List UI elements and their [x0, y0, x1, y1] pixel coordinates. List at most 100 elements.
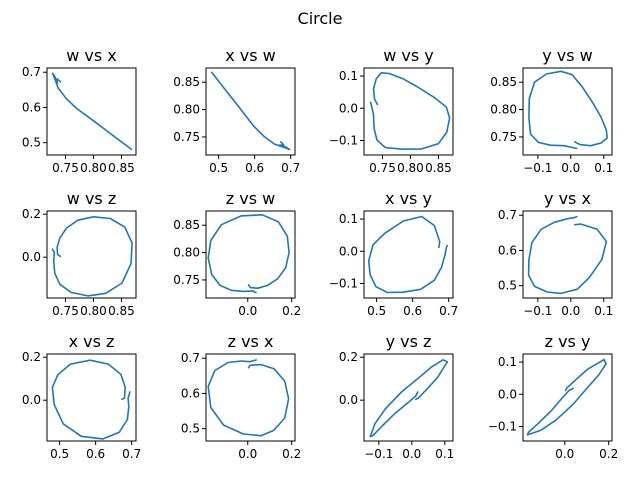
subplot-title: x vs w	[225, 46, 276, 65]
subplot-w-vs-z: w vs z 0.75 0.80 0.85 0.2 0.0	[22, 189, 137, 318]
x-tick-label: 0.0	[561, 161, 580, 175]
series-line	[51, 72, 133, 151]
y-tick-label: 0.85	[173, 75, 200, 89]
x-tick-label: 0.1	[435, 447, 454, 461]
series-line	[51, 359, 131, 440]
y-tick-label: 0.0	[339, 393, 358, 407]
axes-frame	[522, 353, 613, 442]
y-tick-label: −0.1	[329, 134, 358, 148]
subplot-title: z vs w	[226, 189, 275, 208]
subplot-title: w vs z	[67, 189, 116, 208]
x-tick-label: 0.85	[108, 304, 135, 318]
y-tick-label: 0.75	[490, 130, 517, 144]
axes-frame	[522, 210, 613, 299]
y-tick-label: 0.80	[490, 103, 517, 117]
series-line	[367, 215, 448, 294]
x-tick-label: 0.0	[402, 447, 421, 461]
x-tick-label: 0.85	[108, 161, 135, 175]
x-tick-label: 0.85	[425, 161, 452, 175]
series-line	[527, 215, 608, 295]
y-tick-label: 0.7	[181, 351, 200, 365]
subplot-x-vs-y: x vs y 0.5 0.6 0.7 0.1 0.0 −0.1	[329, 189, 458, 318]
subplot-grid: w vs x0.75 0.80 0.850.50.60.7x vs w0.5 0.6 0…	[22, 46, 618, 461]
y-tick-label: 0.0	[339, 101, 358, 115]
y-tick-label: 0.6	[22, 100, 41, 114]
y-tick-label: 0.0	[22, 250, 41, 264]
x-tick-label: 0.5	[209, 161, 228, 175]
subplot-title: y vs w	[542, 46, 593, 65]
axes-frame	[363, 353, 454, 442]
y-tick-label: 0.80	[173, 246, 200, 260]
subplot-z-vs-y: z vs y 0.0 0.2 0.1 0.0 −0.1	[488, 332, 618, 461]
subplot-title: x vs z	[69, 332, 115, 351]
subplot-w-vs-x: w vs x 0.75 0.80 0.85 0.5 0.6 0.7	[22, 46, 137, 175]
y-tick-label: 0.0	[22, 393, 41, 407]
axes-frame	[46, 67, 137, 156]
axes-frame	[522, 67, 613, 156]
y-tick-label: 0.6	[181, 386, 200, 400]
x-tick-label: 0.80	[80, 161, 107, 175]
y-tick-label: 0.2	[22, 207, 41, 221]
y-tick-label: −0.1	[488, 420, 517, 434]
y-tick-label: 0.80	[173, 103, 200, 117]
subplot-y-vs-w: y vs w −0.1 0.0 0.1 0.75 0.80 0.85	[490, 46, 613, 175]
x-tick-label: 0.2	[282, 447, 301, 461]
subplot-w-vs-y: w vs y 0.75 0.80 0.85 0.1 0.0 −0.1	[329, 46, 454, 175]
x-tick-label: 0.7	[281, 161, 300, 175]
y-tick-label: 0.5	[22, 136, 41, 150]
y-tick-label: 0.7	[498, 208, 517, 222]
axes-frame	[363, 67, 454, 156]
y-tick-label: 0.5	[181, 422, 200, 436]
series-line	[211, 71, 291, 151]
y-tick-label: 0.1	[339, 69, 358, 83]
series-line	[207, 359, 290, 437]
y-tick-label: 0.85	[173, 218, 200, 232]
y-tick-label: 0.0	[339, 244, 358, 258]
subplot-title: x vs y	[385, 189, 432, 208]
x-tick-label: 0.0	[561, 304, 580, 318]
x-tick-label: −0.1	[523, 161, 552, 175]
x-tick-label: −0.1	[523, 304, 552, 318]
x-tick-label: 0.1	[594, 304, 613, 318]
y-tick-label: 0.1	[498, 355, 517, 369]
series-line	[207, 214, 290, 294]
subplot-x-vs-w: x vs w 0.5 0.6 0.7 0.75 0.80 0.85	[173, 46, 300, 175]
axes-frame	[46, 210, 137, 299]
subplot-z-vs-x: z vs x 0.0 0.2 0.5 0.6 0.7	[181, 332, 301, 461]
axes-frame	[205, 353, 296, 442]
subplot-title: z vs x	[228, 332, 274, 351]
series-line	[51, 216, 133, 297]
x-tick-label: 0.80	[80, 304, 107, 318]
y-tick-label: 0.2	[339, 350, 358, 364]
x-tick-label: 0.7	[122, 447, 141, 461]
y-tick-label: 0.75	[173, 130, 200, 144]
series-line	[369, 72, 451, 150]
series-line	[369, 359, 449, 438]
y-tick-label: 0.5	[498, 279, 517, 293]
y-tick-label: 0.1	[339, 212, 358, 226]
x-tick-label: 0.5	[367, 304, 386, 318]
series-line	[526, 358, 607, 436]
y-tick-label: 0.6	[498, 243, 517, 257]
axes-frame	[46, 353, 137, 442]
subplot-y-vs-x: y vs x −0.1 0.0 0.1 0.5 0.6 0.7	[498, 189, 613, 318]
subplot-x-vs-z: x vs z 0.5 0.6 0.7 0.2 0.0	[22, 332, 141, 461]
y-tick-label: 0.0	[498, 387, 517, 401]
x-tick-label: 0.75	[369, 161, 396, 175]
x-tick-label: 0.75	[52, 161, 79, 175]
x-tick-label: 0.0	[238, 304, 257, 318]
subplot-title: z vs y	[545, 332, 591, 351]
x-tick-label: 0.5	[50, 447, 69, 461]
subplot-title: y vs z	[386, 332, 432, 351]
y-tick-label: −0.1	[329, 277, 358, 291]
y-tick-label: 0.85	[490, 75, 517, 89]
subplot-y-vs-z: y vs z −0.1 0.0 0.1 0.2 0.0	[339, 332, 454, 461]
series-line	[528, 70, 608, 150]
x-tick-label: 0.6	[403, 304, 422, 318]
x-tick-label: 0.0	[555, 447, 574, 461]
x-tick-label: 0.75	[52, 304, 79, 318]
subplot-title: w vs y	[383, 46, 434, 65]
subplot-title: w vs x	[66, 46, 117, 65]
